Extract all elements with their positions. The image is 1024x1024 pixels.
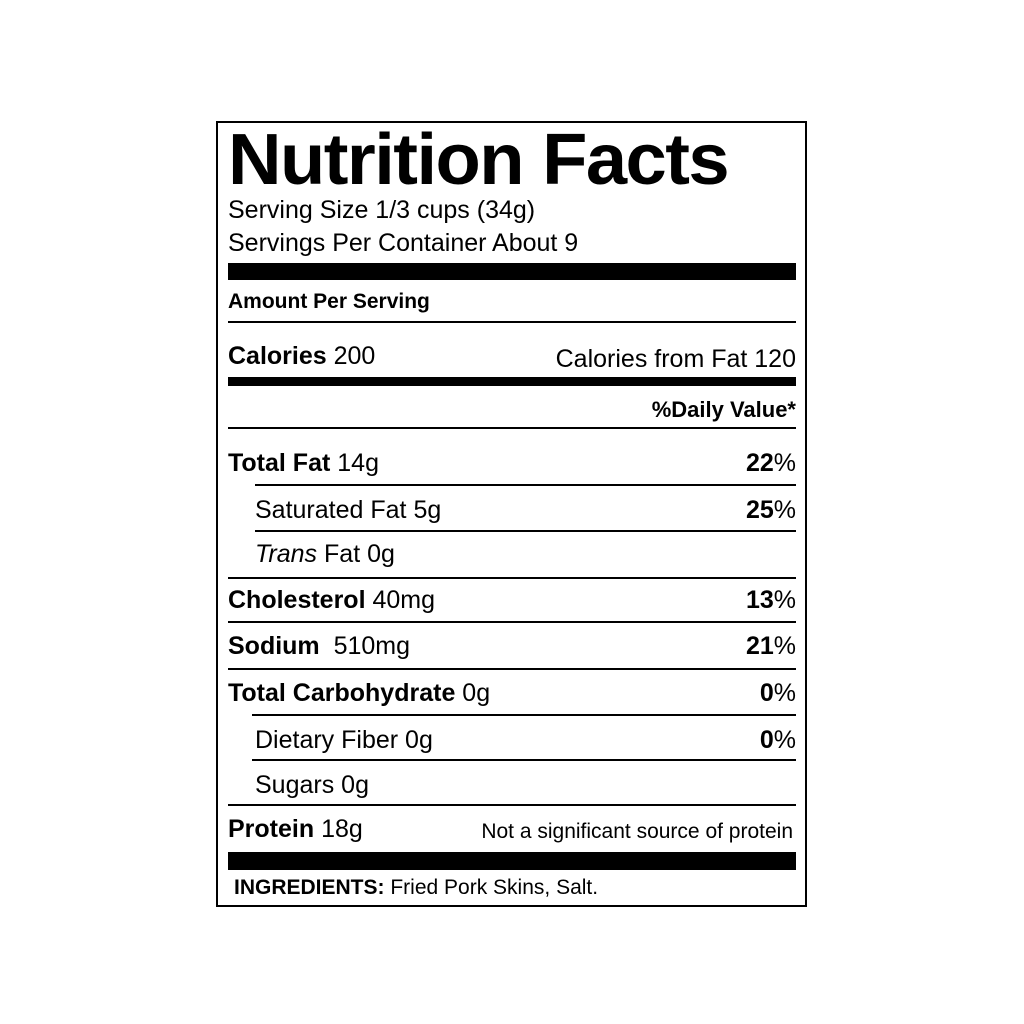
ingredients: INGREDIENTS: Fried Pork Skins, Salt. <box>234 876 599 899</box>
nutrient-row-sugars: Sugars 0g <box>255 771 369 799</box>
nutrient-row-saturated-fat: Saturated Fat 5g 25% <box>255 496 796 524</box>
divider <box>255 484 796 486</box>
nutrient-row-protein: Protein 18g Not a significant source of … <box>228 814 796 844</box>
protein-note: Not a significant source of protein <box>481 820 793 843</box>
divider <box>252 759 796 761</box>
divider <box>228 668 796 670</box>
divider <box>255 530 796 532</box>
thick-divider <box>228 852 796 870</box>
nutrient-row-cholesterol: Cholesterol 40mg 13% <box>228 586 796 614</box>
divider <box>228 321 796 323</box>
divider <box>252 714 796 716</box>
daily-value-header-row: %Daily Value* <box>228 395 796 425</box>
calories-row: Calories 200 Calories from Fat 120 <box>228 341 796 373</box>
divider <box>228 427 796 429</box>
calories-label: Calories <box>228 342 327 370</box>
divider <box>228 804 796 806</box>
title: Nutrition Facts <box>228 120 730 200</box>
servings-per-container: Servings Per Container About 9 <box>228 229 579 257</box>
divider <box>228 621 796 623</box>
nutrient-row-total-fat: Total Fat 14g 22% <box>228 449 796 477</box>
nutrient-row-sodium: Sodium 510mg 21% <box>228 632 796 660</box>
thick-divider <box>228 263 796 280</box>
divider <box>228 577 796 579</box>
medium-divider <box>228 377 796 386</box>
amount-per-serving: Amount Per Serving <box>228 290 430 313</box>
daily-value-header: %Daily Value* <box>651 397 796 422</box>
nutrition-facts-label: Nutrition Facts Serving Size 1/3 cups (3… <box>216 121 807 907</box>
nutrient-row-total-carbohydrate: Total Carbohydrate 0g 0% <box>228 679 796 707</box>
calories-from-fat: Calories from Fat 120 <box>555 345 796 373</box>
serving-size: Serving Size 1/3 cups (34g) <box>228 196 536 224</box>
nutrient-row-trans-fat: Trans Fat 0g <box>255 540 395 568</box>
nutrient-row-dietary-fiber: Dietary Fiber 0g 0% <box>255 726 796 754</box>
calories-value: 200 <box>333 342 376 370</box>
